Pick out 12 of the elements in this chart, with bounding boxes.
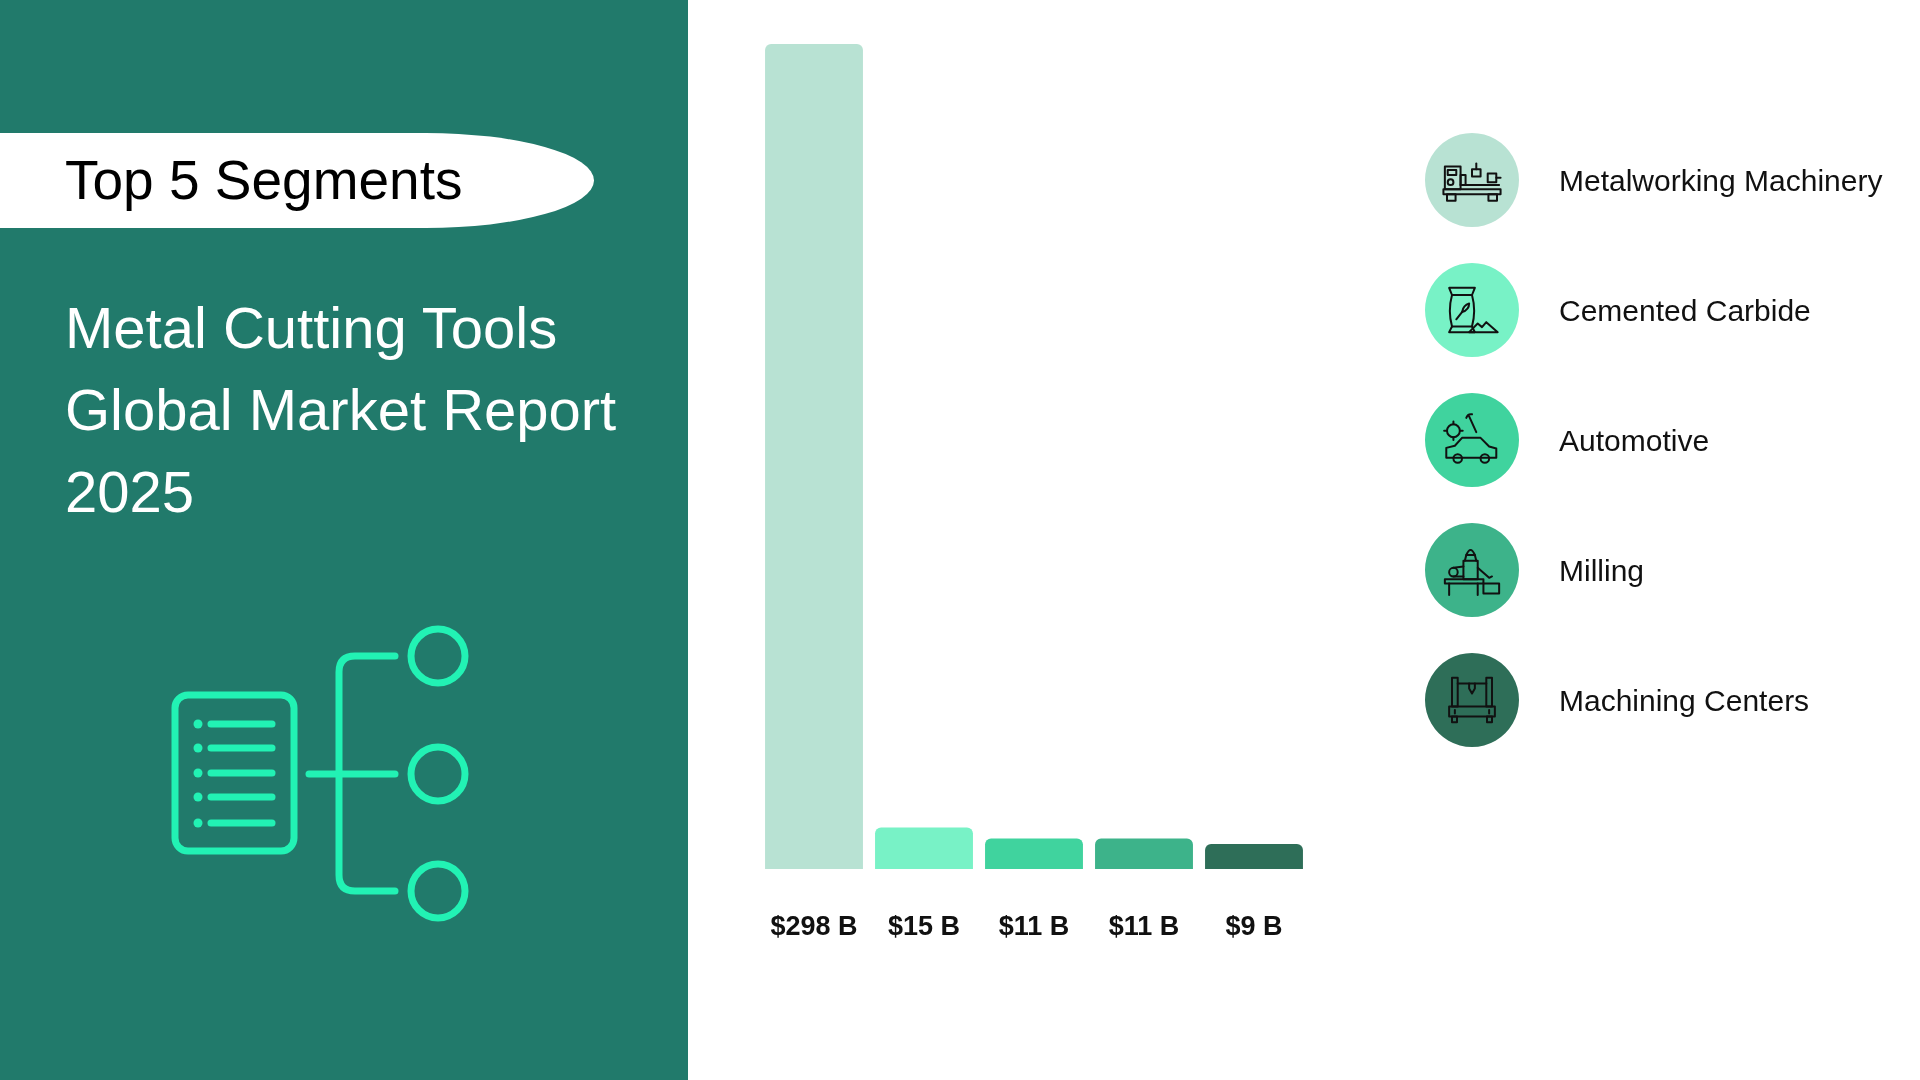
data-label: $9 B [1225, 910, 1283, 941]
text: Automotive [1559, 423, 1710, 457]
data-label: $15 B [887, 910, 961, 941]
text: Metalworking Machinery [1559, 163, 1883, 197]
text: Machining Centers [1559, 683, 1810, 717]
text: Metal Cutting Tools Global Market Report 2025 [65, 294, 618, 526]
data-label: $11 B [998, 910, 1070, 941]
text: Milling [1559, 553, 1645, 587]
data-label: $11 B [1108, 910, 1180, 941]
text: Top 5 Segments [65, 149, 463, 211]
text: Cemented Carbide [1559, 293, 1811, 327]
data-label: $298 B [770, 910, 858, 941]
